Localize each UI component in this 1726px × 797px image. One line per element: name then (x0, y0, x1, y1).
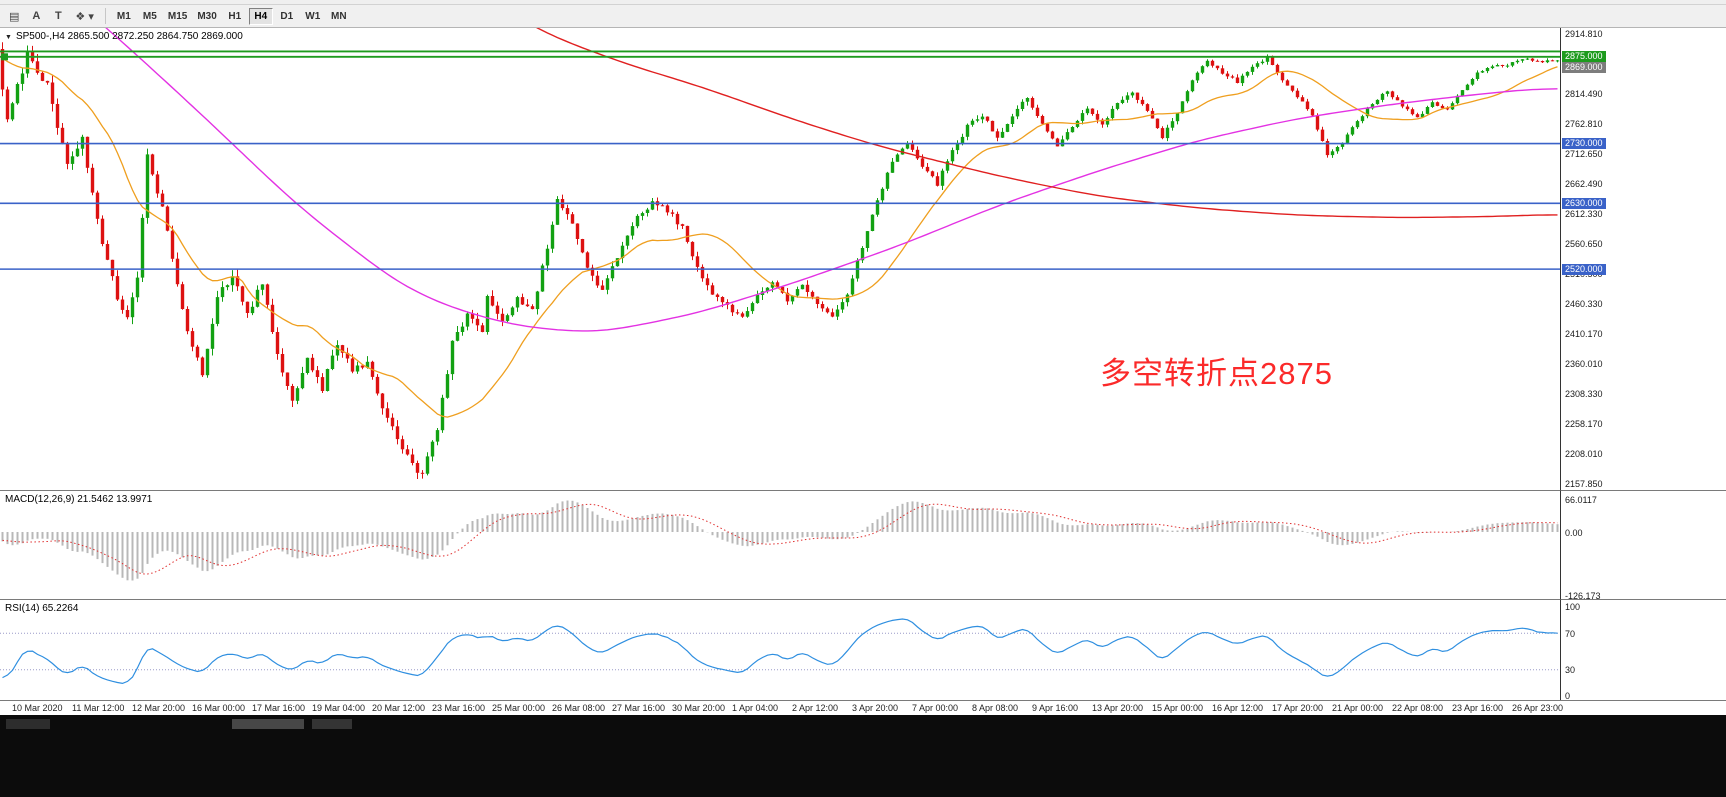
text-tool-button[interactable]: T (55, 10, 62, 22)
candlestick-chart[interactable] (0, 28, 1560, 490)
price-axis-label: 2662.490 (1565, 178, 1603, 189)
chart-grid-icon[interactable]: ▤ (9, 10, 20, 23)
time-axis-label: 11 Mar 12:00 (72, 703, 125, 713)
price-line-badge: 2875.000 (1562, 51, 1606, 63)
price-line-badge: 2730.000 (1562, 138, 1606, 149)
time-axis-label: 17 Apr 20:00 (1272, 703, 1324, 713)
time-axis-label: 16 Apr 12:00 (1212, 703, 1264, 713)
macd-chart[interactable] (0, 491, 1560, 599)
price-line-badge: 2630.000 (1562, 197, 1606, 209)
macd-axis: 66.0117 0.00 -126.173 (1561, 490, 1726, 601)
timeframe-mn-button[interactable]: MN (330, 10, 347, 22)
taskbar-item[interactable] (6, 719, 50, 729)
rsi-label: RSI(14) 65.2264 (5, 603, 79, 614)
price-axis-label: 2460.330 (1565, 298, 1603, 309)
macd-axis-label: 66.0117 (1565, 494, 1597, 505)
time-axis-label: 15 Apr 00:00 (1152, 703, 1204, 713)
chart-header: ▼ SP500-,H4 2865.500 2872.250 2864.750 28… (5, 31, 243, 42)
time-axis-label: 10 Mar 2020 (12, 703, 63, 713)
timeframe-h4-button[interactable]: H4 (248, 7, 273, 25)
price-axis-label: 2612.330 (1565, 208, 1603, 219)
macd-axis-label: 0.00 (1565, 527, 1583, 538)
timeframe-m5-button[interactable]: M5 (142, 10, 157, 22)
price-axis-label: 2762.810 (1565, 118, 1603, 129)
price-axis-label: 2308.330 (1565, 388, 1603, 399)
drawing-tools-group: ▤ A T ❖ ▾ (4, 7, 99, 25)
price-axis-label: 2914.810 (1565, 28, 1603, 39)
chart-annotation-text: 多空转折点2875 (1100, 356, 1333, 391)
time-axis-label: 17 Mar 16:00 (252, 703, 306, 713)
time-axis-label: 27 Mar 16:00 (612, 703, 666, 713)
time-axis-label: 8 Apr 08:00 (972, 703, 1019, 713)
price-line-badge: 2869.000 (1562, 62, 1606, 74)
time-axis-label: 23 Apr 16:00 (1452, 703, 1504, 713)
time-axis: 10 Mar 2020 11 Mar 12:00 12 Mar 20:00 16 Ma… (0, 700, 1726, 715)
time-axis-label: 16 Mar 00:00 (192, 703, 246, 713)
timeframe-w1-button[interactable]: W1 (305, 10, 321, 22)
price-line-badge: 2520.000 (1562, 263, 1606, 275)
price-axis-label: 2560.650 (1565, 238, 1603, 249)
timeframe-m15-button[interactable]: M15 (167, 10, 188, 22)
toolbar: ▤ A T ❖ ▾ M1 M5 M15 M30 H1 H4 D1 W1 MN (0, 5, 1726, 28)
time-axis-label: 7 Apr 00:00 (912, 703, 959, 713)
time-axis-label: 3 Apr 20:00 (852, 703, 899, 713)
time-axis-label: 19 Mar 04:00 (312, 703, 366, 713)
time-axis-label: 1 Apr 04:00 (732, 703, 779, 713)
rsi-axis-label: 0 (1565, 691, 1571, 701)
price-axis-label: 2208.010 (1565, 448, 1603, 459)
taskbar-item[interactable] (232, 719, 304, 729)
timeframe-h1-button[interactable]: H1 (228, 10, 242, 22)
price-axis: 2914.8102864.6502814.4902762.8102712.650… (1561, 28, 1726, 490)
time-axis-label: 30 Mar 20:00 (672, 703, 726, 713)
macd-label: MACD(12,26,9) 21.5462 13.9971 (5, 494, 153, 505)
timeframe-buttons-group: M1 M5 M15 M30 H1 H4 D1 W1 MN (112, 7, 351, 25)
time-axis-label: 22 Apr 08:00 (1392, 703, 1444, 713)
price-axis-label: 2258.170 (1565, 418, 1603, 429)
taskbar-item[interactable] (312, 719, 352, 729)
time-axis-label: 26 Mar 08:00 (552, 703, 606, 713)
timeframe-d1-button[interactable]: D1 (280, 10, 294, 22)
rsi-axis: 100 70 30 0 (1561, 599, 1726, 701)
rsi-chart[interactable] (0, 600, 1560, 700)
chart-ohlc-label: SP500-,H4 2865.500 2872.250 2864.750 286… (15, 31, 243, 42)
rsi-indicator-panel[interactable]: RSI(14) 65.2264 (0, 599, 1561, 700)
toolbar-separator (104, 8, 106, 24)
rsi-axis-label: 30 (1565, 665, 1576, 676)
price-axis-label: 2157.850 (1565, 478, 1603, 489)
arrow-tool-button[interactable]: A (32, 10, 41, 22)
rsi-axis-label: 70 (1565, 628, 1576, 639)
timeframe-m1-button[interactable]: M1 (116, 10, 131, 22)
time-axis-label: 23 Mar 16:00 (432, 703, 486, 713)
time-axis-label: 2 Apr 12:00 (792, 703, 839, 713)
time-axis-label: 26 Apr 23:00 (1512, 703, 1564, 713)
time-axis-label: 21 Apr 00:00 (1332, 703, 1384, 713)
rsi-axis-label: 100 (1565, 601, 1581, 612)
price-axis-label: 2814.490 (1565, 88, 1603, 99)
menubar-strip (0, 0, 1726, 5)
shapes-dropdown-button[interactable]: ❖ ▾ (75, 10, 94, 23)
price-axis-label: 2712.650 (1565, 148, 1603, 159)
price-chart-panel[interactable]: ▼ SP500-,H4 2865.500 2872.250 2864.750 28… (0, 28, 1561, 490)
taskbar[interactable] (0, 715, 1726, 797)
time-axis-label: 25 Mar 00:00 (492, 703, 546, 713)
price-axis-label: 2360.010 (1565, 358, 1603, 369)
time-axis-label: 13 Apr 20:00 (1092, 703, 1144, 713)
time-axis-label: 20 Mar 12:00 (372, 703, 426, 713)
chevron-down-icon[interactable]: ▼ (5, 34, 12, 41)
price-axis-label: 2410.170 (1565, 328, 1603, 339)
macd-axis-label: -126.173 (1565, 590, 1601, 601)
timeframe-m30-button[interactable]: M30 (197, 10, 217, 22)
time-axis-label: 12 Mar 20:00 (132, 703, 186, 713)
time-axis-label: 9 Apr 16:00 (1032, 703, 1079, 713)
macd-indicator-panel[interactable]: MACD(12,26,9) 21.5462 13.9971 (0, 490, 1561, 599)
